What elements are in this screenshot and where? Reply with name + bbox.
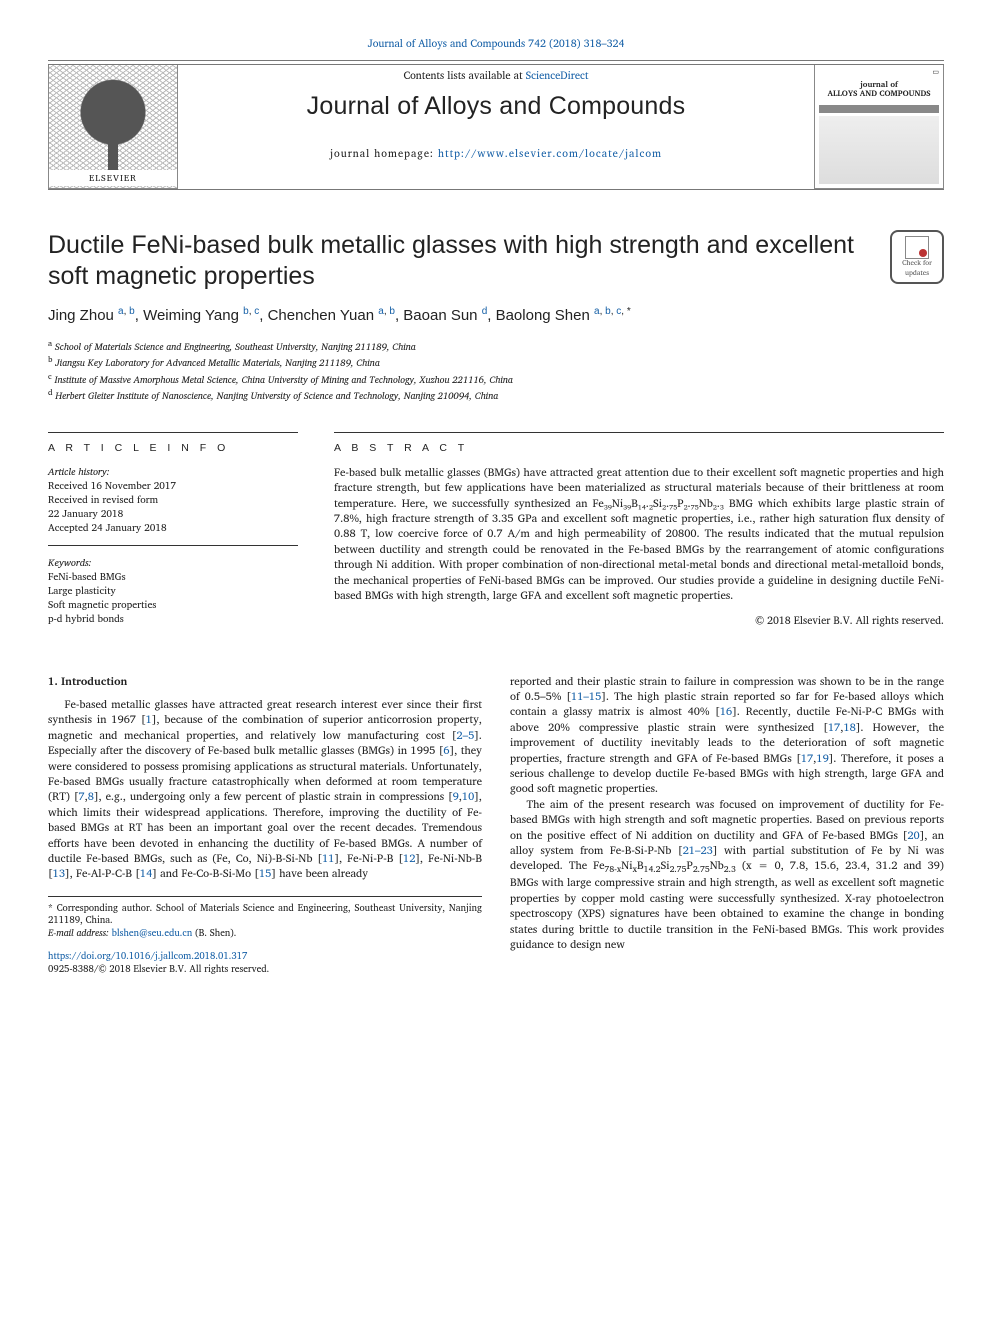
keywords-block: Keywords: FeNi-based BMGsLarge plasticit… (48, 556, 298, 626)
abstract-copyright: © 2018 Elsevier B.V. All rights reserved… (334, 613, 944, 627)
homepage-label: journal homepage: (330, 144, 438, 162)
homepage-link[interactable]: http://www.elsevier.com/locate/jalcom (438, 144, 662, 162)
contents-line: Contents lists available at ScienceDirec… (190, 68, 802, 82)
journal-name: Journal of Alloys and Compounds (190, 90, 802, 124)
affiliation-line: b Jiangsu Key Laboratory for Advanced Me… (48, 354, 944, 370)
crossmark-icon (905, 236, 929, 259)
corresponding-author: * Corresponding author. School of Materi… (48, 903, 482, 929)
masthead: ELSEVIER Contents lists available at Sci… (48, 64, 944, 190)
affiliations: a School of Materials Science and Engine… (48, 338, 944, 404)
abstract-body: Fe-based bulk metallic glasses (BMGs) ha… (334, 465, 944, 604)
sciencedirect-link[interactable]: ScienceDirect (526, 66, 589, 84)
check-updates-caption: Check for updates (896, 259, 938, 278)
keyword: Large plasticity (48, 584, 298, 598)
article-history: Article history: Received 16 November 20… (48, 465, 298, 546)
journal-homepage: journal homepage: http://www.elsevier.co… (190, 146, 802, 160)
history-line: Accepted 24 January 2018 (48, 521, 298, 535)
intro-para-2: The aim of the present research was focu… (510, 797, 944, 953)
section-heading-intro: 1. Introduction (48, 674, 482, 689)
header-citation: Journal of Alloys and Compounds 742 (201… (48, 36, 944, 50)
history-line: Received in revised form (48, 493, 298, 507)
article-title: Ductile FeNi-based bulk metallic glasses… (48, 230, 872, 293)
keywords-label: Keywords: (48, 556, 298, 570)
email-suffix: (B. Shen). (195, 926, 236, 941)
email-link[interactable]: blshen@seu.edu.cn (112, 926, 193, 941)
article-info: a r t i c l e i n f o Article history: R… (48, 432, 298, 628)
corresponding-footer: * Corresponding author. School of Materi… (48, 896, 482, 977)
journal-cover-thumb: ▭ journal of ALLOYS AND COMPOUNDS (814, 64, 944, 189)
body-columns: 1. Introduction Fe-based metallic glasse… (48, 674, 944, 977)
ref-link[interactable]: 12 (403, 849, 415, 867)
ref-link[interactable]: 14 (140, 864, 152, 882)
intro-para-1: Fe-based metallic glasses have attracted… (48, 697, 482, 882)
affiliation-line: d Herbert Gleiter Institute of Nanoscien… (48, 387, 944, 403)
publisher-brand-text: ELSEVIER (49, 170, 177, 186)
check-updates-badge[interactable]: Check for updates (890, 230, 944, 284)
email-label: E-mail address: (48, 926, 112, 941)
history-line: Received 16 November 2017 (48, 479, 298, 493)
article-info-heading: a r t i c l e i n f o (48, 432, 298, 455)
contents-prefix: Contents lists available at (404, 66, 526, 84)
keyword: FeNi-based BMGs (48, 570, 298, 584)
intro-para-1-cont: reported and their plastic strain to fai… (510, 674, 944, 797)
masthead-center: Contents lists available at ScienceDirec… (190, 64, 802, 189)
email-line: E-mail address: blshen@seu.edu.cn (B. Sh… (48, 928, 482, 941)
ref-link[interactable]: 15 (259, 864, 271, 882)
author-list: Jing Zhou a, b, Weiming Yang b, c, Chenc… (48, 305, 944, 326)
header-citation-link[interactable]: Journal of Alloys and Compounds 742 (201… (368, 34, 625, 52)
keyword: p-d hybrid bonds (48, 612, 298, 626)
cover-text-main: ALLOYS AND COMPOUNDS (827, 86, 930, 100)
keyword: Soft magnetic properties (48, 598, 298, 612)
abstract-heading: a b s t r a c t (334, 432, 944, 455)
issn-copyright: 0925-8388/© 2018 Elsevier B.V. All right… (48, 964, 482, 977)
history-line: 22 January 2018 (48, 507, 298, 521)
affiliation-line: c Institute of Massive Amorphous Metal S… (48, 371, 944, 387)
publisher-logo: ELSEVIER (48, 64, 178, 189)
history-label: Article history: (48, 465, 298, 479)
ref-link[interactable]: 13 (53, 864, 65, 882)
affiliation-line: a School of Materials Science and Engine… (48, 338, 944, 354)
abstract: a b s t r a c t Fe-based bulk metallic g… (334, 432, 944, 628)
